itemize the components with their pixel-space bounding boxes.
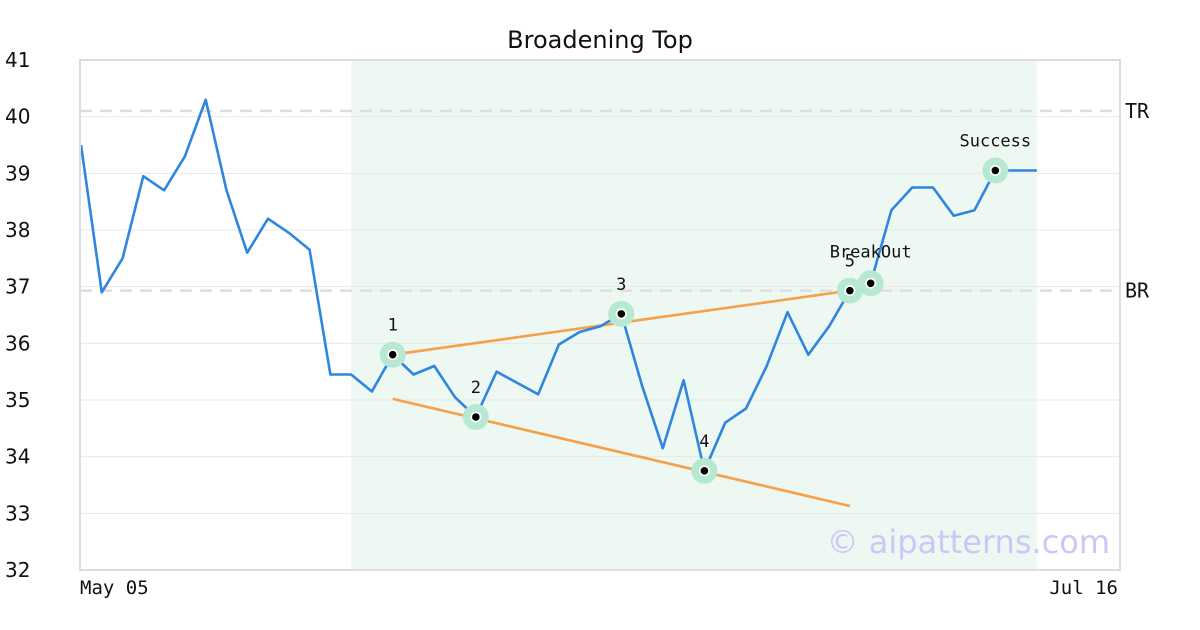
y-tick-label: 40	[5, 105, 30, 129]
y-tick-label: 35	[5, 388, 30, 412]
level-lines: TR BR	[80, 99, 1150, 303]
marker-label: 5	[845, 252, 855, 272]
y-tick-label: 39	[5, 161, 30, 185]
watermark: © aipatterns.com	[827, 523, 1110, 561]
y-axis-ticks: 32 33 34 35 36 37 38 39 40 41	[5, 48, 30, 582]
y-tick-label: 36	[5, 331, 30, 355]
marker-label: BreakOut	[830, 242, 912, 262]
marker-label: 2	[471, 378, 481, 398]
x-tick-label-end: Jul 16	[1049, 577, 1118, 599]
grid-lines	[80, 116, 1120, 514]
marker-label: Success	[959, 132, 1031, 152]
price-line	[79, 98, 1037, 473]
marker-label: 1	[388, 316, 398, 336]
y-tick-label: 37	[5, 275, 30, 299]
marker-dot	[991, 166, 1000, 175]
marker-dot	[388, 350, 397, 359]
level-label-tr: TR	[1125, 99, 1150, 123]
marker-label: 4	[699, 432, 709, 452]
marker-dot	[617, 310, 626, 318]
chart-title: Broadening Top	[507, 26, 693, 54]
y-tick-label: 34	[5, 445, 30, 469]
x-axis-ticks: May 05 Jul 16	[80, 577, 1118, 599]
x-tick-label-start: May 05	[80, 577, 149, 599]
marker-label: 3	[616, 275, 626, 295]
y-tick-label: 33	[5, 501, 30, 525]
level-label-br: BR	[1125, 279, 1150, 303]
marker-dot	[866, 279, 875, 288]
marker-dot	[472, 413, 480, 421]
y-tick-label: 41	[5, 48, 30, 72]
y-tick-label: 38	[5, 218, 30, 242]
plot-frame	[79, 59, 1121, 571]
y-tick-label: 32	[5, 558, 30, 582]
pattern-highlight-region	[351, 60, 1037, 570]
marker-dot	[846, 286, 854, 295]
marker-dot	[700, 467, 709, 475]
